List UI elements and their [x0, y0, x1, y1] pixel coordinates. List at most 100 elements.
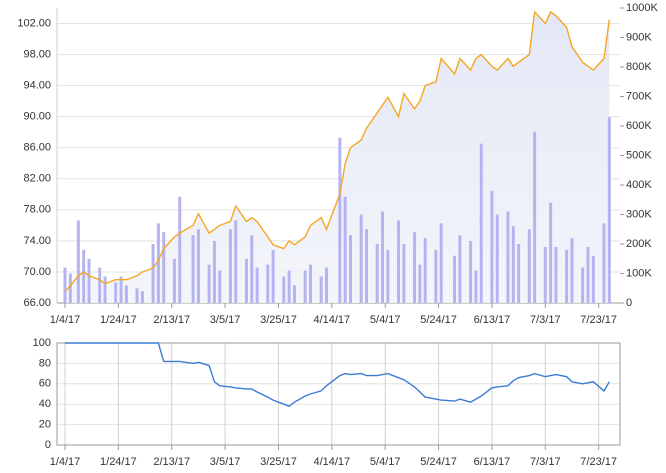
volume-bar — [458, 235, 462, 303]
volume-bar — [244, 258, 248, 303]
y2-tick-label: 300K — [626, 208, 652, 220]
volume-bar — [76, 220, 80, 303]
volume-bar — [413, 232, 417, 303]
y-tick-label: 80 — [39, 357, 51, 369]
volume-bar — [434, 249, 438, 303]
volume-bar — [565, 249, 569, 303]
y-tick-label: 86.00 — [23, 142, 51, 154]
x-tick-label: 7/3/17 — [530, 314, 561, 326]
volume-bar — [506, 211, 510, 303]
volume-bar — [156, 223, 160, 303]
y2-tick-label: 100K — [626, 267, 652, 279]
y-tick-label: 94.00 — [23, 80, 51, 92]
volume-bar — [570, 238, 574, 303]
volume-bar — [543, 246, 547, 303]
x-tick-label: 5/4/17 — [370, 456, 401, 468]
volume-bar — [581, 267, 585, 303]
x-tick-label: 5/4/17 — [370, 314, 401, 326]
y-tick-label: 82.00 — [23, 173, 51, 185]
x-tick-label: 1/24/17 — [100, 456, 137, 468]
volume-bar — [282, 276, 286, 303]
y2-tick-label: 700K — [626, 90, 652, 102]
volume-bar — [124, 285, 128, 303]
volume-bar — [287, 270, 291, 303]
y-tick-label: 66.00 — [23, 297, 51, 309]
x-tick-label: 3/25/17 — [260, 314, 297, 326]
volume-bar — [397, 220, 401, 303]
x-tick-label: 1/4/17 — [50, 456, 81, 468]
volume-bar — [271, 249, 275, 303]
volume-bar — [250, 235, 254, 303]
y2-tick-label: 600K — [626, 120, 652, 132]
volume-bar — [359, 214, 363, 303]
x-tick-label: 2/13/17 — [153, 314, 190, 326]
volume-bar — [517, 244, 521, 303]
volume-bar — [98, 267, 102, 303]
x-tick-label: 3/5/17 — [210, 456, 241, 468]
volume-bar — [178, 196, 182, 303]
volume-bar — [386, 249, 390, 303]
volume-bar — [402, 244, 406, 303]
volume-bar — [191, 235, 195, 303]
volume-bar — [469, 241, 473, 303]
volume-bar — [479, 143, 483, 303]
volume-bar — [381, 211, 385, 303]
volume-bar — [255, 267, 259, 303]
volume-bar — [114, 282, 118, 303]
y-tick-label: 90.00 — [23, 111, 51, 123]
volume-bar — [218, 270, 222, 303]
volume-bar — [212, 241, 216, 303]
y2-tick-label: 1000K — [626, 2, 658, 14]
volume-bar — [324, 267, 328, 303]
volume-bar — [303, 270, 307, 303]
volume-bar — [495, 214, 499, 303]
volume-bar — [266, 264, 270, 303]
volume-bar — [591, 255, 595, 303]
volume-bar — [533, 131, 537, 303]
volume-bar — [554, 246, 558, 303]
y-tick-label: 98.00 — [23, 48, 51, 60]
x-tick-label: 2/13/17 — [153, 456, 190, 468]
x-tick-label: 1/24/17 — [100, 314, 137, 326]
volume-bar — [234, 220, 238, 303]
volume-bar — [490, 190, 494, 303]
y2-tick-label: 0 — [626, 297, 632, 309]
x-tick-label: 4/14/17 — [313, 456, 350, 468]
y2-tick-label: 500K — [626, 149, 652, 161]
volume-bar — [375, 244, 379, 303]
volume-bar — [308, 264, 312, 303]
volume-bar — [586, 246, 590, 303]
volume-bar — [292, 285, 296, 303]
volume-bar — [82, 249, 86, 303]
x-tick-label: 5/24/17 — [420, 456, 457, 468]
price-area — [65, 11, 610, 304]
volume-bar — [140, 291, 144, 303]
x-tick-label: 4/14/17 — [313, 314, 350, 326]
indicator-line — [65, 342, 610, 407]
volume-bar — [68, 273, 72, 303]
y2-tick-label: 800K — [626, 61, 652, 73]
volume-bar — [607, 117, 611, 304]
x-tick-label: 3/5/17 — [210, 314, 241, 326]
volume-bar — [162, 232, 166, 303]
y-tick-label: 78.00 — [23, 204, 51, 216]
volume-bar — [474, 270, 478, 303]
y-tick-label: 100 — [33, 337, 51, 349]
x-tick-label: 6/13/17 — [474, 456, 511, 468]
x-tick-label: 1/4/17 — [50, 314, 81, 326]
volume-bar — [549, 202, 553, 303]
volume-bar — [103, 276, 107, 303]
volume-bar — [453, 255, 457, 303]
volume-bar — [527, 229, 531, 303]
volume-bar — [349, 235, 353, 303]
volume-bar — [63, 267, 67, 303]
y2-tick-label: 400K — [626, 179, 652, 191]
y2-tick-label: 200K — [626, 238, 652, 250]
price-line — [64, 10, 610, 292]
volume-bar — [418, 264, 422, 303]
y-tick-label: 60 — [39, 378, 51, 390]
volume-bar — [338, 137, 342, 303]
volume-bar — [119, 276, 123, 303]
plot-frame — [56, 342, 621, 446]
volume-bar — [511, 226, 515, 303]
